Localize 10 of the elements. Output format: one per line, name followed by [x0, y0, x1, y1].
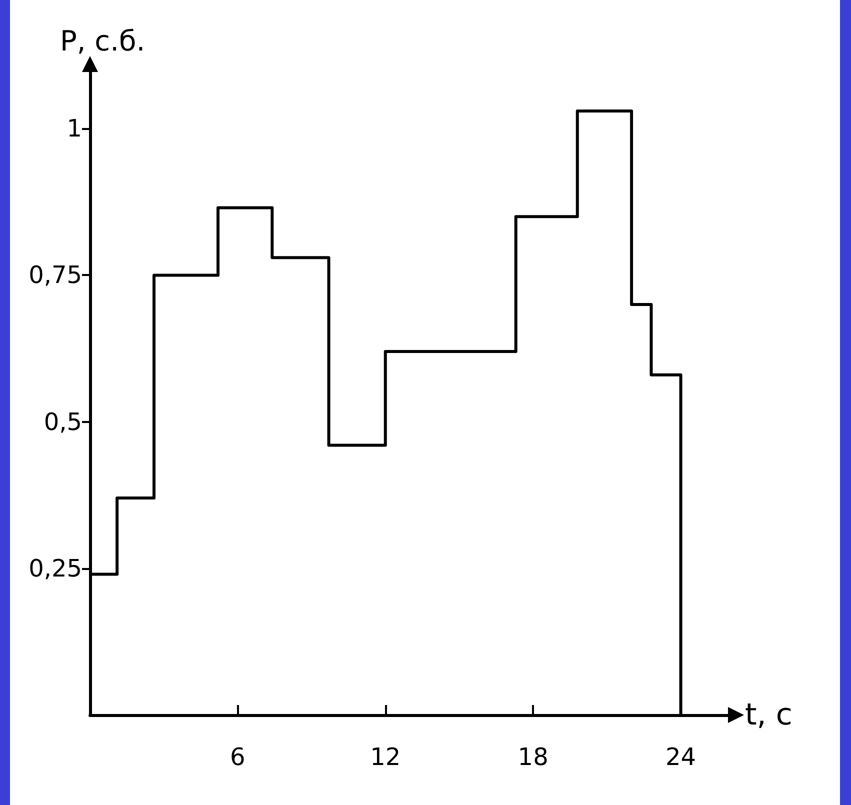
y-tick-label: 0,5	[44, 408, 82, 436]
x-tick-label: 18	[518, 743, 548, 771]
x-tick-label: 12	[370, 743, 401, 771]
x-tick-label: 24	[665, 743, 696, 771]
y-tick-label: 0,25	[28, 554, 82, 582]
y-axis-title: P, с.б.	[60, 24, 146, 58]
y-tick-label: 0,75	[28, 261, 82, 290]
x-tick-label: 6	[230, 743, 246, 771]
x-axis-title: t, с	[745, 698, 792, 732]
y-tick-label: 1	[66, 114, 82, 143]
